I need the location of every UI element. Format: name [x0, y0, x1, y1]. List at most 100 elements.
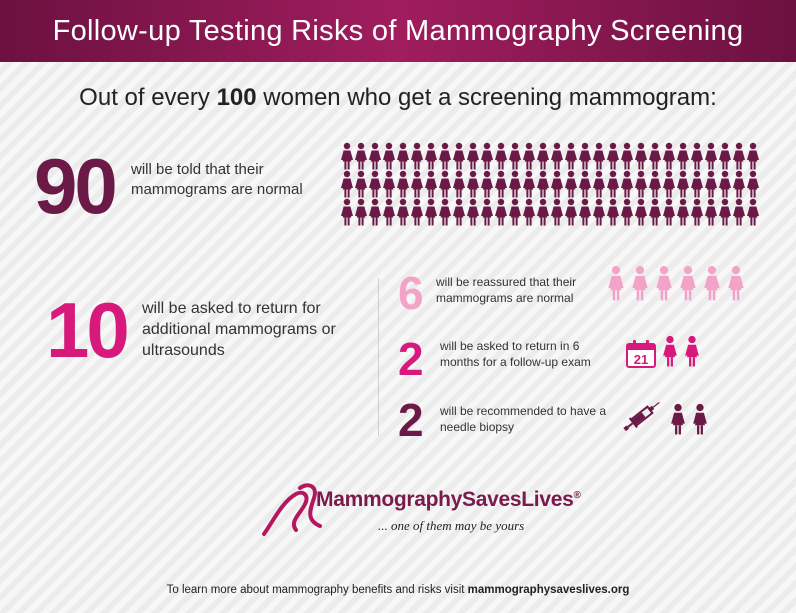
reassured-count: 6	[398, 267, 424, 319]
woman-icon	[565, 170, 577, 198]
woman-icon	[411, 142, 423, 170]
woman-icon	[495, 198, 507, 226]
footer-prefix: To learn more about mammography benefits…	[166, 584, 468, 596]
woman-icon	[537, 198, 549, 226]
woman-icon	[677, 170, 689, 198]
woman-icon	[649, 170, 661, 198]
woman-icon	[495, 142, 507, 170]
woman-icon	[693, 403, 707, 435]
woman-icon	[425, 142, 437, 170]
woman-icon	[607, 170, 619, 198]
logo-brand: MammographySavesLives	[316, 488, 574, 511]
woman-icon	[719, 170, 731, 198]
woman-icon	[663, 335, 677, 367]
woman-icon	[481, 142, 493, 170]
intro-prefix: Out of every	[79, 84, 217, 111]
logo-tagline: ... one of them may be yours	[378, 518, 525, 533]
header-banner: Follow-up Testing Risks of Mammography S…	[0, 0, 796, 62]
woman-icon	[383, 198, 395, 226]
woman-icon	[537, 142, 549, 170]
logo-registered: ®	[573, 490, 581, 501]
woman-icon	[649, 198, 661, 226]
woman-icon	[453, 170, 465, 198]
woman-icon	[747, 170, 759, 198]
woman-icon	[685, 335, 699, 367]
woman-icon	[565, 198, 577, 226]
woman-icon	[355, 142, 367, 170]
woman-icon	[621, 170, 633, 198]
woman-icon	[677, 198, 689, 226]
woman-icon	[656, 266, 672, 301]
woman-icon	[635, 142, 647, 170]
woman-icon	[369, 198, 381, 226]
woman-icon	[411, 170, 423, 198]
woman-icon	[439, 198, 451, 226]
woman-icon	[467, 198, 479, 226]
woman-icon	[705, 198, 717, 226]
woman-icon	[649, 142, 661, 170]
divider	[378, 278, 379, 436]
woman-icon	[621, 142, 633, 170]
intro-count: 100	[216, 84, 257, 111]
followup-icons: 21	[626, 334, 700, 368]
women-icon-grid	[340, 142, 760, 226]
woman-icon	[663, 198, 675, 226]
woman-icon	[691, 198, 703, 226]
woman-icon	[608, 266, 624, 301]
woman-icon	[495, 170, 507, 198]
woman-icon	[593, 142, 605, 170]
woman-icon	[481, 170, 493, 198]
woman-icon	[523, 198, 535, 226]
woman-icon	[383, 170, 395, 198]
woman-icon	[691, 170, 703, 198]
woman-icon	[579, 198, 591, 226]
woman-icon	[593, 198, 605, 226]
woman-icon	[677, 142, 689, 170]
woman-icon	[439, 170, 451, 198]
calendar-icon: 21	[626, 340, 656, 368]
woman-icon	[397, 142, 409, 170]
intro-text: Out of every 100 women who get a screeni…	[0, 84, 796, 112]
woman-icon	[747, 142, 759, 170]
woman-icon	[453, 142, 465, 170]
woman-icon	[704, 266, 720, 301]
ribbon-icon	[262, 483, 322, 536]
woman-icon	[523, 170, 535, 198]
return-count: 10	[46, 286, 130, 374]
woman-icon	[439, 142, 451, 170]
reassured-description: will be reassured that their mammograms …	[436, 275, 577, 305]
woman-icon	[383, 142, 395, 170]
woman-icon	[593, 170, 605, 198]
logo-name: MammographySavesLives®	[316, 488, 581, 512]
woman-icon	[680, 266, 696, 301]
woman-icon	[467, 170, 479, 198]
woman-icon	[719, 142, 731, 170]
woman-icon	[411, 198, 423, 226]
woman-icon	[728, 266, 744, 301]
woman-icon	[481, 198, 493, 226]
intro-suffix: women who get a screening mammogram:	[256, 84, 717, 111]
woman-icon	[341, 198, 353, 226]
normal-description: will be told that their mammograms are n…	[131, 161, 303, 198]
woman-icon	[509, 198, 521, 226]
woman-icon	[733, 142, 745, 170]
woman-icon	[551, 198, 563, 226]
woman-icon	[579, 142, 591, 170]
woman-icon	[733, 170, 745, 198]
return-description: will be asked to return for additional m…	[142, 300, 336, 359]
brand-logo: MammographySavesLives® ... one of them m…	[260, 480, 581, 552]
woman-icon	[579, 170, 591, 198]
woman-icon	[663, 170, 675, 198]
followup-description: will be asked to return in 6 months for …	[440, 339, 591, 369]
biopsy-count: 2	[398, 394, 424, 446]
woman-icon	[663, 142, 675, 170]
woman-icon	[635, 170, 647, 198]
woman-icon	[397, 170, 409, 198]
woman-icon	[632, 266, 648, 301]
page-title: Follow-up Testing Risks of Mammography S…	[52, 14, 744, 47]
woman-icon	[565, 142, 577, 170]
footer-link[interactable]: mammographysaveslives.org	[467, 584, 630, 596]
woman-icon	[509, 142, 521, 170]
syringe-icon	[623, 401, 660, 432]
woman-icon	[355, 198, 367, 226]
